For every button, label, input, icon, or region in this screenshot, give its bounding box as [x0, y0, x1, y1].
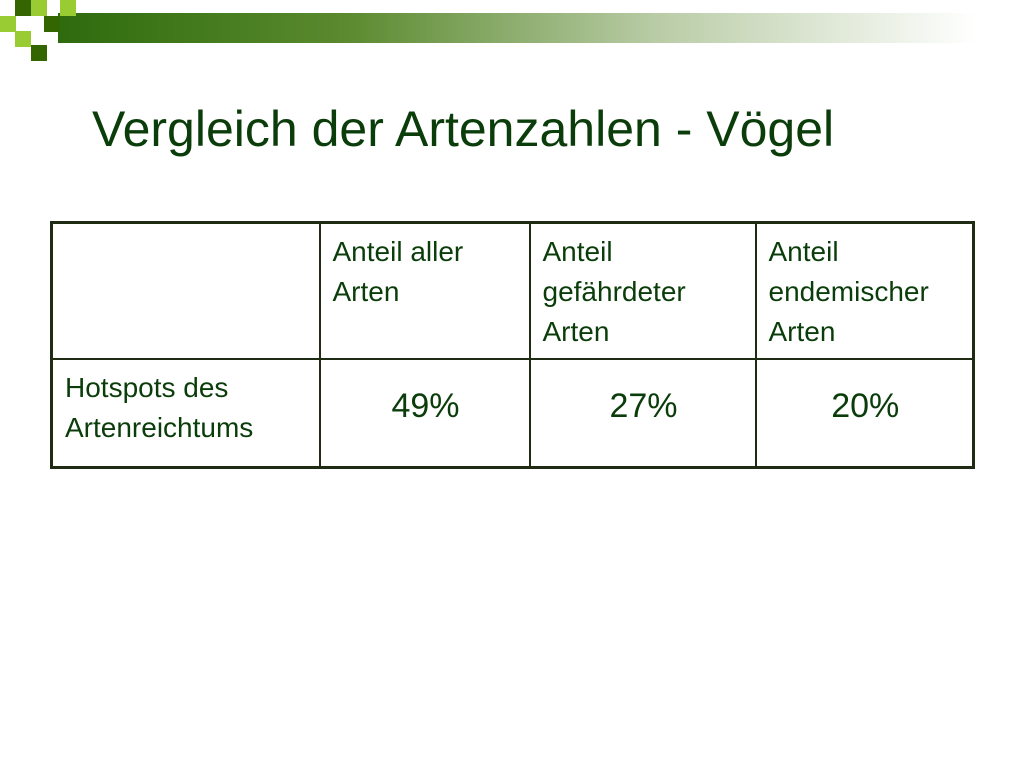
decor-square: [15, 31, 31, 47]
table-header-row: Anteil aller Arten Anteil gefährdeter Ar…: [50, 221, 975, 360]
decor-square: [31, 45, 47, 61]
table-cell-value: 20%: [754, 358, 975, 468]
comparison-table: Anteil aller Arten Anteil gefährdeter Ar…: [50, 221, 975, 469]
decor-square: [31, 0, 47, 16]
header-decoration: [0, 0, 1024, 61]
table-cell-value: 27%: [528, 358, 757, 468]
decor-square: [60, 0, 76, 16]
table-header-cell: Anteil endemischer Arten: [754, 221, 975, 360]
decor-square: [0, 16, 16, 32]
decor-square: [15, 0, 31, 16]
slide-title: Vergleich der Artenzahlen - Vögel: [92, 101, 835, 157]
header-gradient-bar: [58, 13, 1024, 43]
table-cell-value: 49%: [318, 358, 531, 468]
table-header-cell: [50, 221, 321, 360]
row-label: Hotspots des Artenreichtums: [50, 358, 321, 468]
table-row: Hotspots des Artenreichtums 49% 27% 20%: [50, 358, 975, 468]
table-header-cell: Anteil aller Arten: [318, 221, 531, 360]
decor-square: [44, 16, 60, 32]
table-header-cell: Anteil gefährdeter Arten: [528, 221, 757, 360]
